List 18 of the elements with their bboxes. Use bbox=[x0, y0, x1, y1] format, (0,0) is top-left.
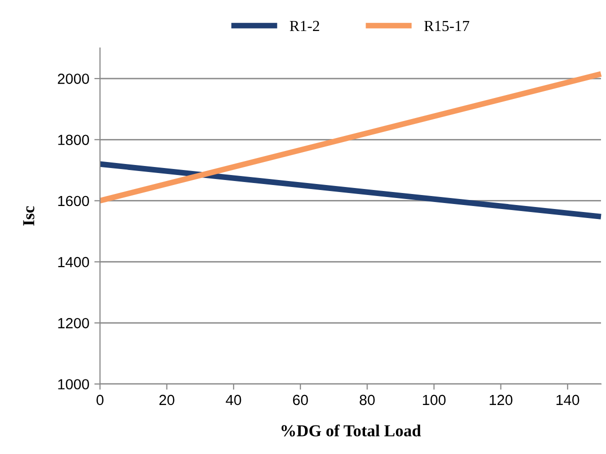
y-tick-label: 1000 bbox=[58, 379, 90, 390]
x-axis-title: %DG of Total Load bbox=[282, 424, 421, 436]
x-tick-label: 100 bbox=[422, 394, 446, 406]
x-tick-label: 0 bbox=[96, 394, 104, 406]
x-tick-label: 60 bbox=[293, 394, 308, 406]
x-tick-label: 140 bbox=[556, 394, 580, 406]
y-tick-label: 1400 bbox=[58, 256, 90, 268]
x-tick-label: 40 bbox=[226, 394, 242, 406]
x-tick-label: 80 bbox=[360, 394, 375, 406]
y-tick-label: 1800 bbox=[58, 134, 90, 146]
legend-label: R1-2 bbox=[290, 20, 320, 31]
y-tick-label: 2000 bbox=[58, 74, 90, 84]
x-tick-label: 120 bbox=[490, 394, 512, 406]
legend-label: R15-17 bbox=[424, 20, 470, 32]
y-tick-label: 1600 bbox=[58, 196, 90, 206]
y-tick-label: 1200 bbox=[58, 318, 90, 328]
x-tick-label: 20 bbox=[159, 394, 174, 406]
y-axis-title: Isc bbox=[23, 206, 34, 226]
